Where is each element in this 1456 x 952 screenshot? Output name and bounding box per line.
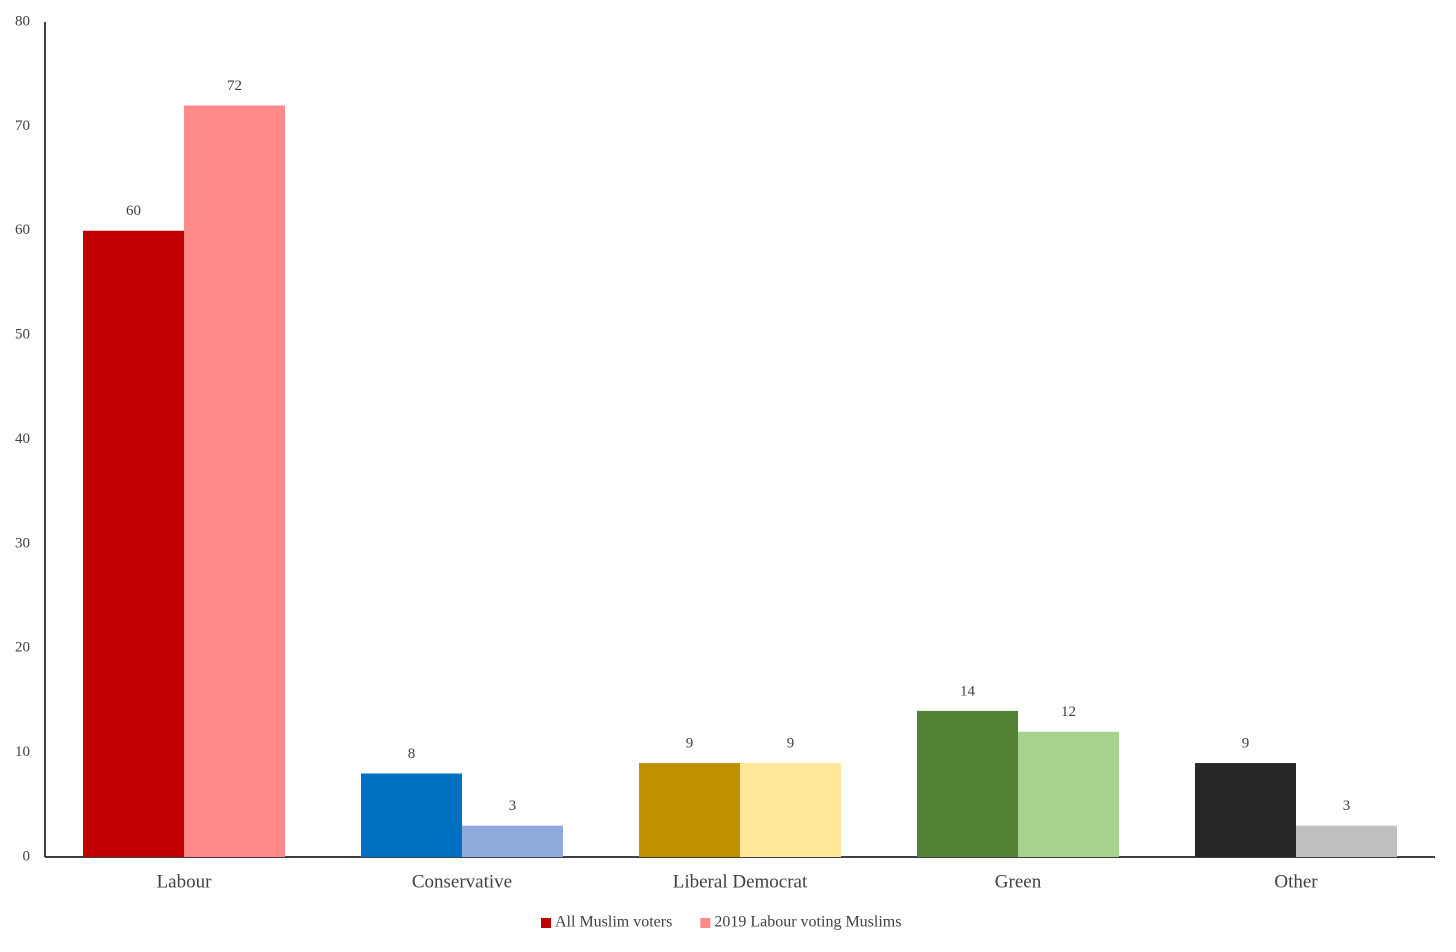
y-tick-label: 30 bbox=[15, 535, 30, 551]
x-tick-label: Green bbox=[995, 871, 1042, 892]
y-tick-label: 70 bbox=[15, 118, 30, 134]
value-label: 3 bbox=[509, 798, 517, 814]
x-tick-label: Liberal Democrat bbox=[673, 871, 808, 892]
y-tick-label: 20 bbox=[15, 640, 30, 656]
x-tick-label: Labour bbox=[157, 871, 213, 892]
x-tick-label: Other bbox=[1274, 871, 1318, 892]
bar bbox=[83, 230, 184, 857]
y-tick-label: 50 bbox=[15, 327, 30, 343]
value-label: 9 bbox=[1242, 736, 1250, 752]
y-tick-label: 40 bbox=[15, 431, 30, 447]
bar bbox=[1018, 731, 1119, 857]
value-label: 8 bbox=[408, 746, 416, 762]
value-label: 72 bbox=[227, 78, 242, 94]
value-label: 3 bbox=[1343, 798, 1351, 814]
bar bbox=[361, 773, 462, 857]
bar bbox=[740, 763, 841, 857]
value-label: 12 bbox=[1061, 704, 1076, 720]
bar bbox=[462, 825, 563, 857]
bar bbox=[1195, 763, 1296, 857]
value-label: 60 bbox=[126, 203, 141, 219]
y-tick-label: 10 bbox=[15, 744, 30, 760]
y-tick-label: 80 bbox=[15, 13, 30, 29]
bar bbox=[917, 710, 1018, 857]
value-label: 9 bbox=[686, 736, 694, 752]
legend-label: All Muslim voters bbox=[555, 914, 672, 931]
bar bbox=[184, 105, 285, 857]
value-label: 14 bbox=[960, 683, 976, 699]
legend-swatch bbox=[541, 918, 551, 928]
legend-label: 2019 Labour voting Muslims bbox=[714, 914, 901, 931]
y-tick-label: 0 bbox=[23, 848, 31, 864]
legend-swatch bbox=[700, 918, 711, 928]
bar bbox=[1296, 825, 1397, 857]
bar bbox=[639, 763, 740, 857]
value-label: 9 bbox=[787, 736, 795, 752]
x-tick-label: Conservative bbox=[412, 871, 512, 892]
y-tick-label: 60 bbox=[15, 222, 30, 238]
